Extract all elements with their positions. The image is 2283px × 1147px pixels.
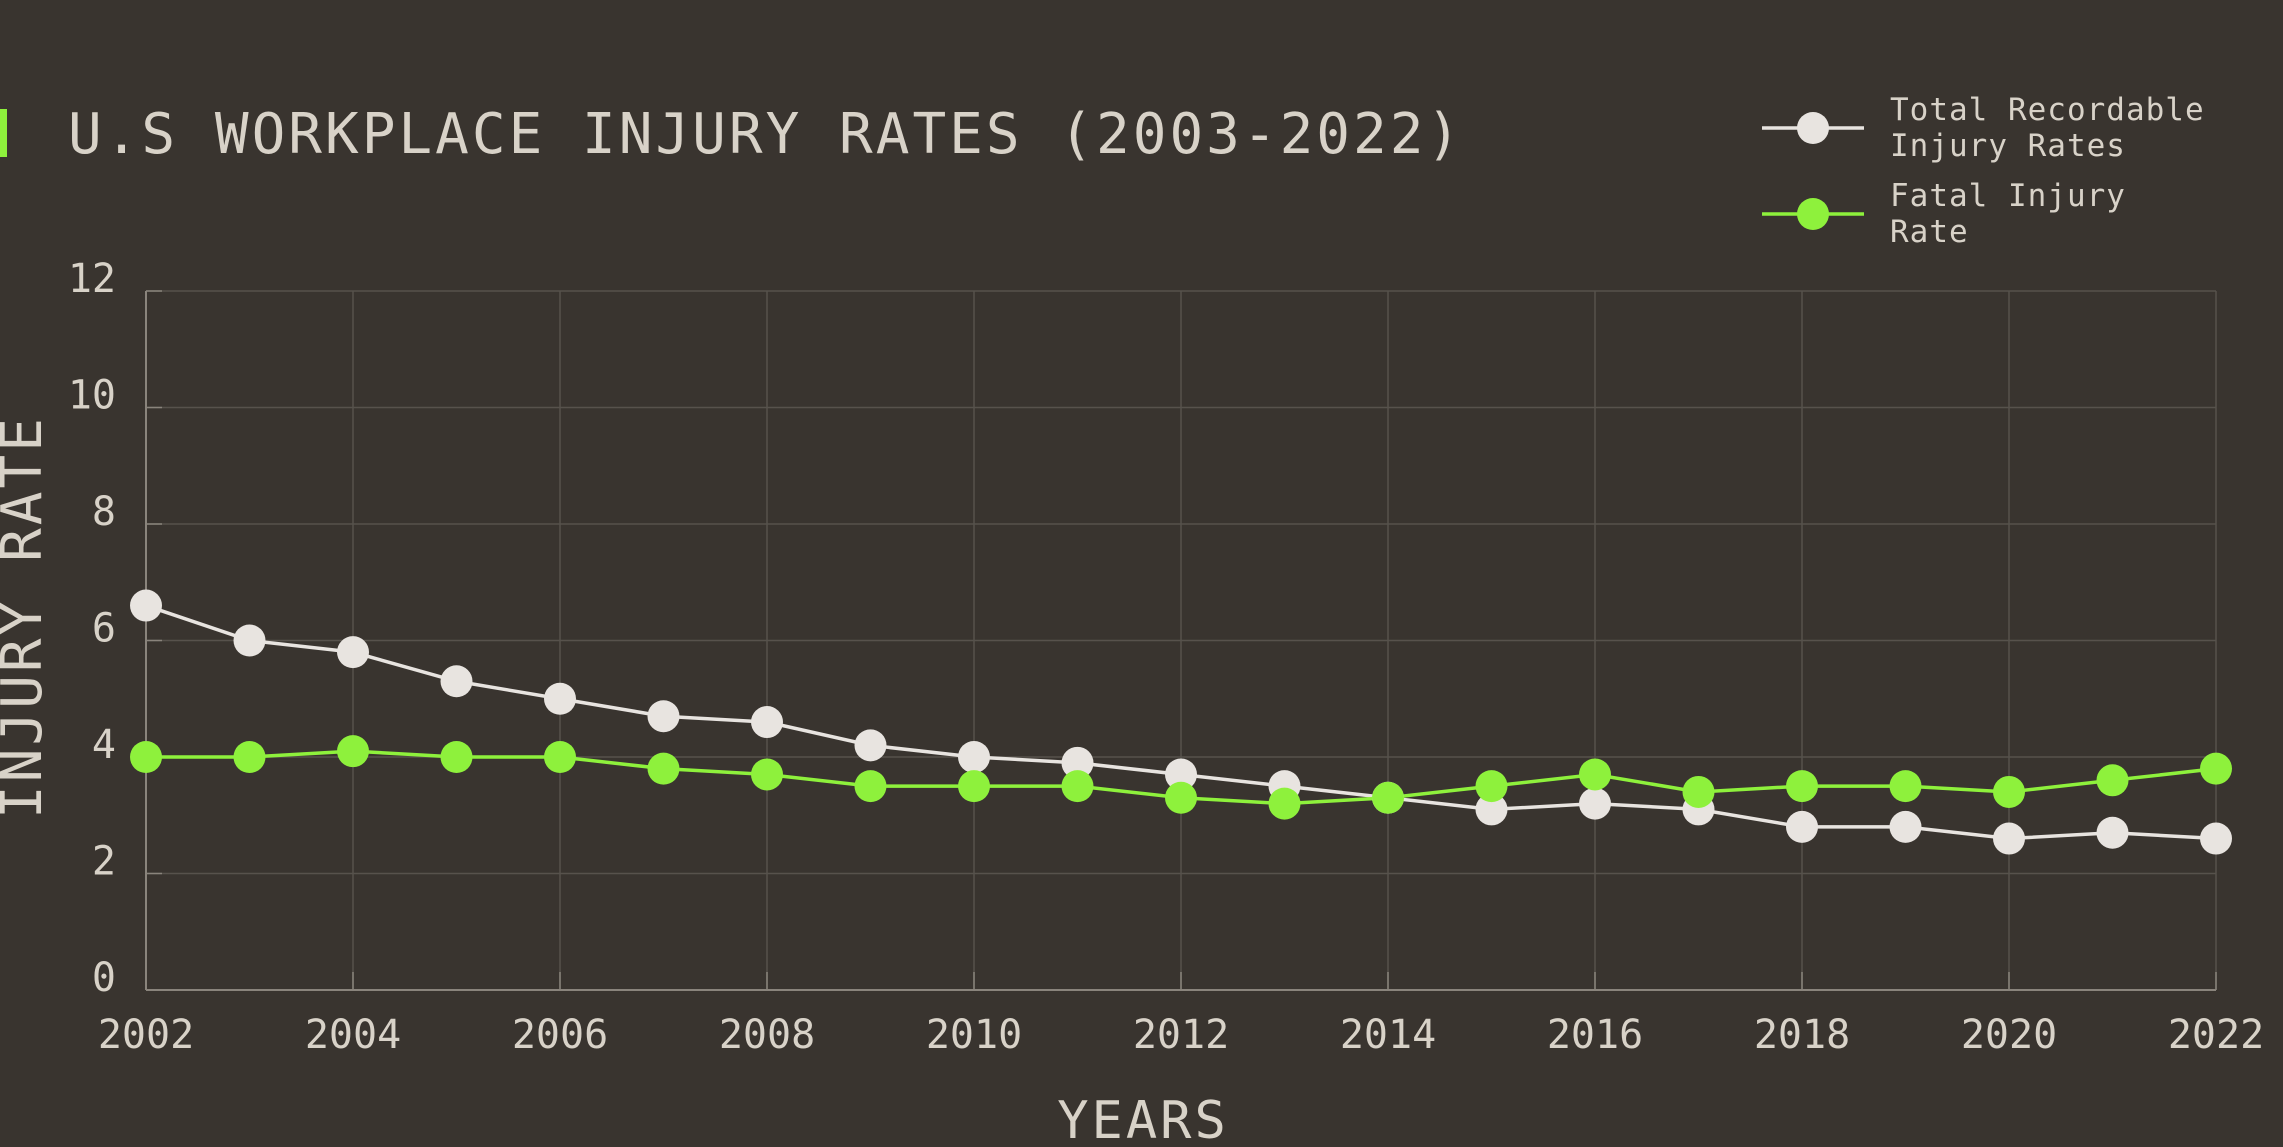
legend-marker — [1797, 198, 1829, 230]
data-point — [1372, 781, 1404, 814]
data-point — [1682, 775, 1715, 808]
x-tick-label: 2014 — [1340, 1012, 1436, 1058]
data-point — [1579, 787, 1611, 820]
data-point — [854, 770, 887, 803]
data-point — [1786, 770, 1818, 803]
data-point — [958, 741, 990, 773]
data-point — [1268, 787, 1301, 820]
data-point — [1993, 822, 2025, 855]
y-tick-label: 4 — [92, 722, 116, 768]
data-point — [1061, 770, 1094, 803]
data-point — [130, 589, 162, 622]
x-tick-label: 2008 — [719, 1012, 815, 1058]
data-point — [440, 741, 473, 773]
data-point — [233, 624, 266, 657]
data-point — [1061, 746, 1094, 779]
data-point — [1889, 810, 1922, 843]
data-point — [751, 758, 783, 791]
data-point — [647, 752, 680, 785]
data-point — [1889, 770, 1922, 803]
y-tick-label: 10 — [68, 373, 116, 419]
x-tick-label: 2020 — [1961, 1012, 2057, 1058]
data-point — [440, 665, 473, 698]
x-tick-label: 2006 — [512, 1012, 608, 1058]
data-point — [1165, 758, 1197, 791]
data-point — [2096, 764, 2129, 797]
data-point — [544, 741, 576, 773]
legend-marker — [1797, 112, 1829, 144]
data-point — [2200, 752, 2232, 785]
data-point — [751, 706, 783, 739]
x-tick-label: 2002 — [98, 1012, 194, 1058]
data-point — [337, 735, 369, 768]
x-tick-label: 2004 — [305, 1012, 401, 1058]
legend-label: Total Recordable Injury Rates — [1890, 92, 2205, 164]
data-point — [337, 636, 369, 669]
y-tick-label: 0 — [92, 955, 116, 1001]
data-point — [1993, 775, 2025, 808]
y-tick-label: 8 — [92, 489, 116, 535]
data-point — [1786, 810, 1818, 843]
x-tick-label: 2022 — [2168, 1012, 2264, 1058]
data-point — [647, 700, 680, 733]
data-point — [958, 770, 990, 803]
chart-title: U.S WORKPLACE INJURY RATES (2003-2022) — [68, 102, 1463, 167]
data-point — [1165, 781, 1197, 814]
data-point — [233, 741, 266, 773]
y-tick-label: 2 — [92, 839, 116, 885]
data-point — [1475, 770, 1508, 803]
data-point — [130, 741, 162, 773]
x-axis-label: YEARS — [1057, 1091, 1229, 1147]
y-tick-label: 12 — [68, 256, 116, 302]
legend-label: Fatal Injury Rate — [1890, 178, 2126, 250]
y-tick-label: 6 — [92, 606, 116, 652]
data-point — [1579, 758, 1611, 791]
x-tick-label: 2012 — [1133, 1012, 1229, 1058]
data-point — [854, 729, 887, 762]
data-point — [1475, 793, 1508, 826]
x-tick-label: 2010 — [926, 1012, 1022, 1058]
x-tick-label: 2018 — [1754, 1012, 1850, 1058]
data-point — [544, 682, 576, 715]
title-accent — [0, 109, 7, 157]
data-point — [2096, 816, 2129, 849]
y-axis-label: INJURY RATE — [0, 415, 55, 819]
x-tick-label: 2016 — [1547, 1012, 1643, 1058]
data-point — [2200, 822, 2232, 855]
